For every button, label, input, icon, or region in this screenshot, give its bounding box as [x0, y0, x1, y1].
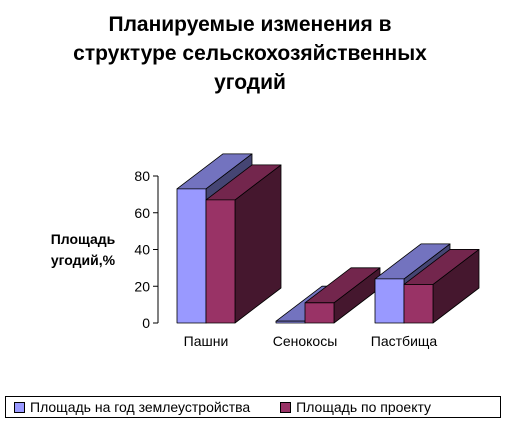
legend-label: Площадь на год землеустройства	[30, 399, 251, 415]
bar	[176, 188, 207, 324]
bar	[403, 284, 434, 324]
bar	[205, 199, 236, 324]
chart-title-line: структуре сельскохозяйственных	[73, 42, 427, 65]
bar	[304, 302, 335, 324]
legend-swatch	[280, 401, 292, 413]
y-axis-label-line: Площадь	[50, 231, 116, 247]
y-axis-label: Площадь угодий,%	[28, 229, 138, 271]
x-tick-label: Сенокосы	[273, 333, 338, 349]
y-tick-label: 40	[134, 242, 150, 258]
bar	[275, 320, 306, 324]
legend-item: Площадь на год землеустройства	[6, 399, 250, 415]
bar	[374, 278, 405, 324]
legend: Площадь на год землеустройства Площадь п…	[5, 396, 501, 418]
y-tick-label: 80	[134, 168, 150, 184]
x-tick-label: Пашни	[184, 333, 229, 349]
y-axis-label-line: угодий,%	[50, 252, 116, 268]
y-tick-label: 20	[134, 278, 150, 294]
x-tick-label: Пастбища	[371, 333, 438, 349]
bar-chart: 0 20 40 60 80 Пашни Сенокосы Пастбища	[134, 153, 480, 349]
chart-title-line: Планируемые изменения в	[108, 13, 392, 36]
legend-swatch	[14, 401, 25, 413]
legend-label: Площадь по проекту	[296, 399, 432, 415]
chart-title-line: угодий	[214, 71, 286, 94]
y-tick-label: 60	[134, 205, 150, 221]
chart-title: Планируемые изменения в структуре сельск…	[30, 10, 470, 97]
y-tick-label: 0	[142, 315, 150, 331]
legend-item: Площадь по проекту	[272, 399, 431, 415]
